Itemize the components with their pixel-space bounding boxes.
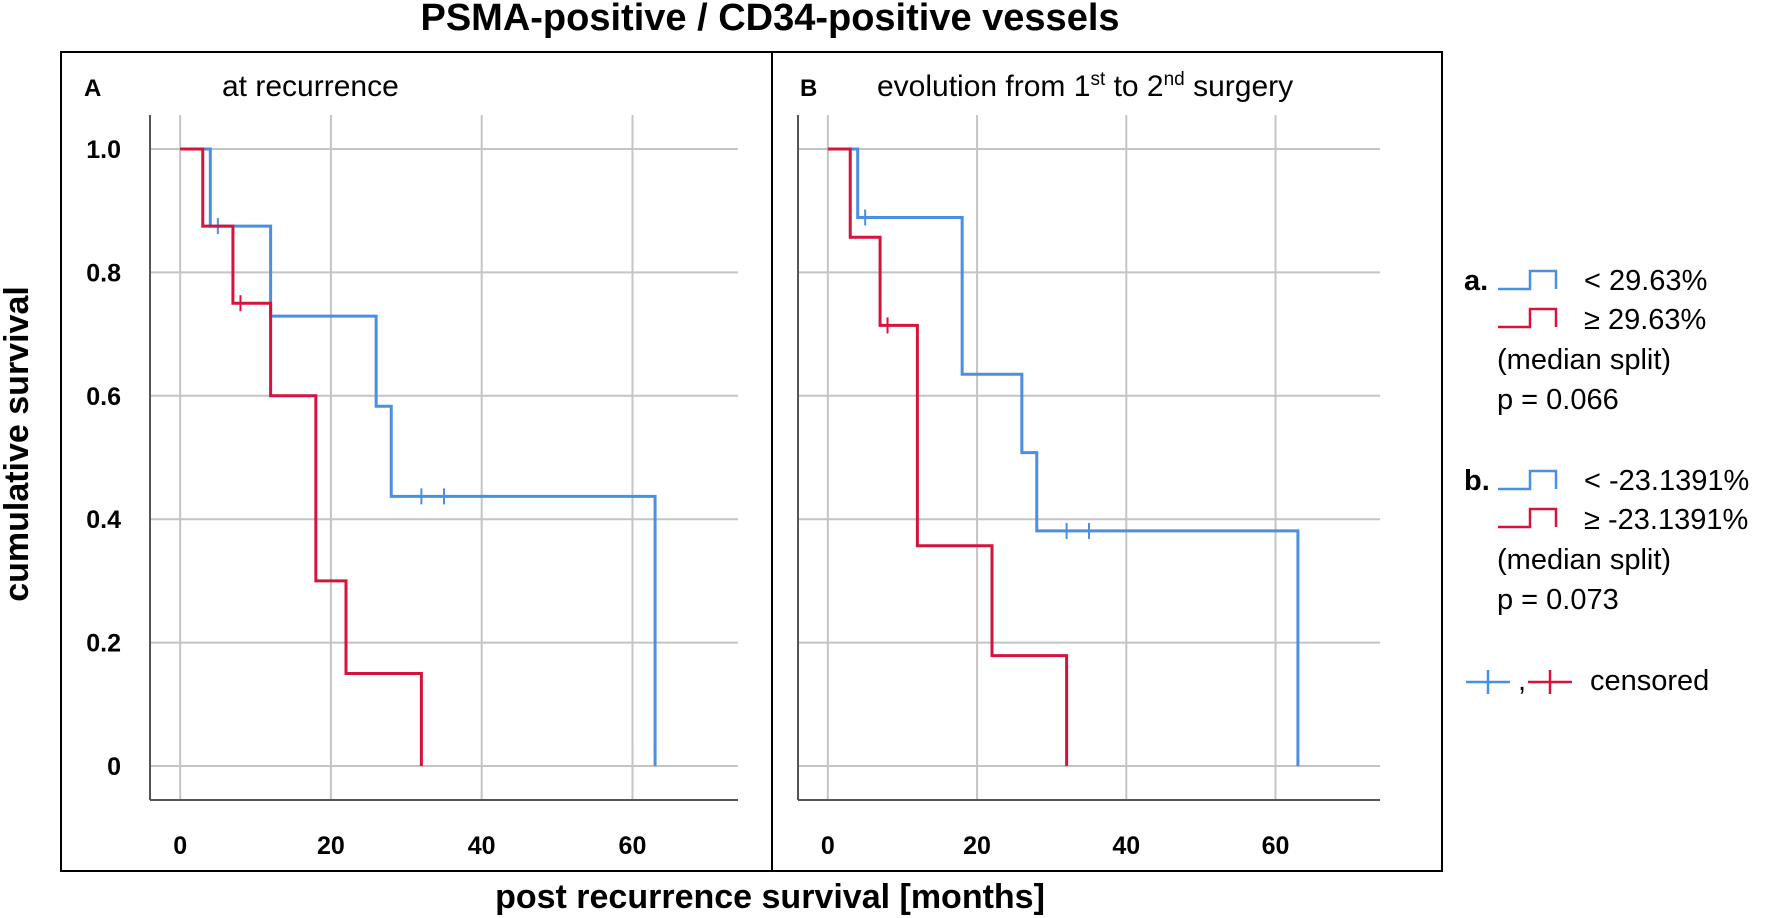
legend-b-high-label: ≥ -23.1391%: [1584, 504, 1748, 536]
legend-b-note: (median split): [1497, 544, 1671, 576]
panel-b-x-tick-label: 40: [1112, 832, 1140, 860]
panel-b-low-survival-line: [827, 147, 1300, 767]
panel-a-plot: 0 20 40 60 0 0.2 0.4 0.6 0.8 1.0: [86, 115, 738, 860]
chart-title: PSMA-positive / CD34-positive vessels: [420, 0, 1119, 39]
legend-a-high-label: ≥ 29.63%: [1584, 304, 1706, 336]
panel-a-subtitle: at recurrence: [222, 70, 399, 103]
panel-b-high-survival-line: [827, 147, 1069, 767]
legend-b-low-swatch: [1498, 469, 1558, 491]
legend-a-marker: a.: [1464, 265, 1488, 297]
y-tick-label: 0.8: [86, 259, 121, 287]
panel-b-x-tick-label: 60: [1262, 832, 1290, 860]
panel-a-high-survival-line: [180, 147, 423, 767]
legend-censored-low-marker: [1466, 670, 1510, 694]
legend-censored-label: censored: [1590, 665, 1709, 697]
panel-b-x-tick-label: 0: [821, 832, 835, 860]
legend-a-note: (median split): [1497, 344, 1671, 376]
y-tick-label: 0.2: [86, 630, 121, 658]
y-tick-label: 0: [107, 753, 121, 781]
panel-b-frame: [771, 51, 1443, 872]
panel-a-letter: A: [84, 75, 101, 102]
legend-censored-high-marker: [1528, 670, 1572, 694]
plot-layer: 0 20 40 60 0 0.2 0.4 0.6 0.8 1.0 0 20 40 60: [86, 115, 1380, 860]
y-tick-label: 1.0: [86, 136, 121, 164]
legend-b-low-label: < -23.1391%: [1584, 465, 1749, 497]
legend: a. < 29.63% ≥ 29.63% (median split) p = …: [1464, 265, 1749, 697]
y-tick-label: 0.4: [86, 506, 121, 534]
y-tick-label: 0.6: [86, 383, 121, 411]
legend-b-marker: b.: [1464, 465, 1490, 497]
panel-a-x-tick-label: 40: [468, 832, 496, 860]
panel-b-x-tick-label: 20: [963, 832, 991, 860]
panel-a-x-tick-label: 20: [317, 832, 345, 860]
legend-separator: ,: [1518, 665, 1526, 697]
panel-a-low-survival-line: [180, 147, 657, 767]
y-axis-title: cumulative survival: [0, 286, 36, 602]
legend-b-high-swatch: [1498, 507, 1558, 529]
panel-b-subtitle: evolution from 1st to 2nd surgery: [877, 69, 1293, 103]
legend-a-low-label: < 29.63%: [1584, 265, 1707, 297]
panel-b-letter: B: [800, 75, 817, 102]
x-axis-title: post recurrence survival [months]: [495, 878, 1045, 916]
panel-b-plot: 0 20 40 60: [797, 115, 1380, 860]
legend-a-pvalue: p = 0.066: [1497, 384, 1619, 416]
panel-a-x-tick-label: 60: [619, 832, 647, 860]
legend-a-high-swatch: [1498, 307, 1558, 329]
panel-a-x-tick-label: 0: [173, 832, 187, 860]
legend-a-low-swatch: [1498, 269, 1558, 291]
panel-a-frame: [60, 51, 773, 872]
legend-b-pvalue: p = 0.073: [1497, 584, 1619, 616]
